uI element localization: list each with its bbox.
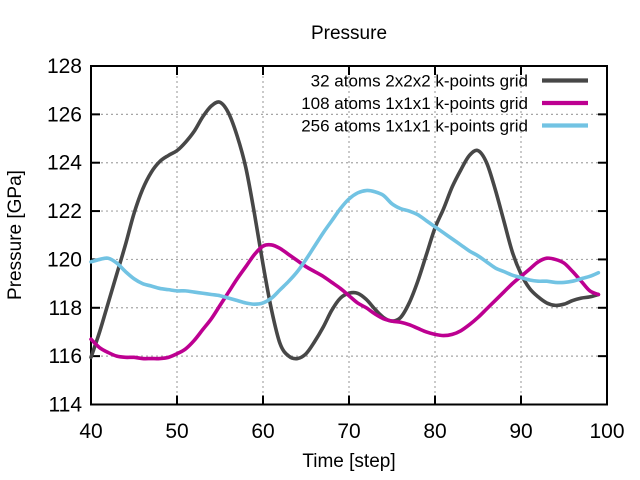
y-tick-label-126: 126 <box>47 103 82 126</box>
series-line-108-atoms <box>89 242 601 361</box>
y-tick-label-124: 124 <box>47 152 82 175</box>
y-tick-label-114: 114 <box>49 394 83 417</box>
legend-label-1: 108 atoms 1x1x1 k-points grid <box>301 94 528 113</box>
legend-entry-1: 108 atoms 1x1x1 k-points grid <box>301 94 588 113</box>
x-tick-label-100: 100 <box>589 420 624 443</box>
legend-label-2: 256 atoms 1x1x1 k-points grid <box>301 117 528 136</box>
y-tick-label-128: 128 <box>47 55 82 78</box>
x-tick-label-60: 60 <box>251 420 274 443</box>
x-tick-label-90: 90 <box>509 420 532 443</box>
series-line-32-atoms <box>89 100 601 361</box>
y-tick-label-122: 122 <box>47 200 82 223</box>
legend-entry-0: 32 atoms 2x2x2 k-points grid <box>311 72 588 91</box>
y-tick-label-118: 118 <box>49 297 82 320</box>
x-tick-label-80: 80 <box>423 420 446 443</box>
x-tick-label-50: 50 <box>165 420 188 443</box>
series-line-256-atoms <box>89 188 601 306</box>
legend-label-0: 32 atoms 2x2x2 k-points grid <box>311 72 528 91</box>
x-axis-title: Time [step] <box>302 451 395 472</box>
y-tick-labels: 114 116 118 120 122 124 126 128 <box>47 55 82 417</box>
x-tick-labels: 40 50 60 70 80 90 100 <box>79 420 624 443</box>
axis-ticks <box>90 65 608 406</box>
legend-entry-2: 256 atoms 1x1x1 k-points grid <box>301 117 588 136</box>
legend: 32 atoms 2x2x2 k-points grid 108 atoms 1x… <box>301 72 588 136</box>
x-tick-label-70: 70 <box>337 420 360 443</box>
gridlines <box>91 66 607 405</box>
y-tick-label-120: 120 <box>47 248 82 271</box>
y-tick-label-116: 116 <box>49 345 82 368</box>
y-axis-title: Pressure [GPa] <box>5 170 26 300</box>
chart-title: Pressure <box>311 23 387 44</box>
x-tick-label-40: 40 <box>79 420 102 443</box>
plot-border <box>90 65 608 406</box>
data-series <box>89 100 601 361</box>
